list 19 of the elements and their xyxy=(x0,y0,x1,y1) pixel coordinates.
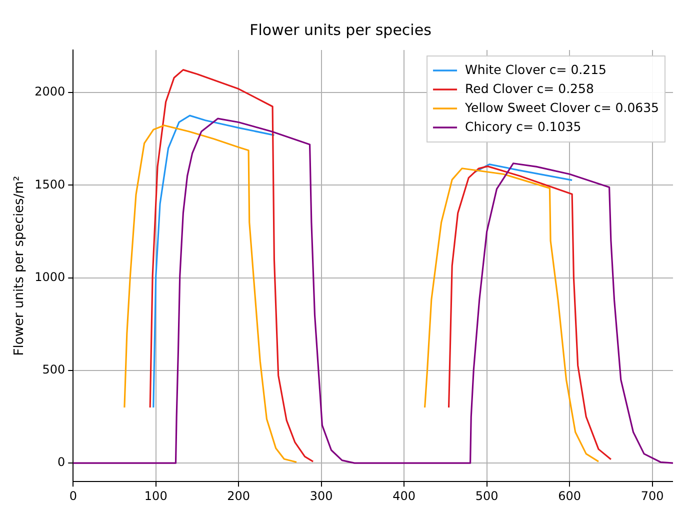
legend-label: Yellow Sweet Clover c= 0.0635 xyxy=(464,100,660,115)
x-tick-label: 300 xyxy=(310,488,333,503)
y-axis-title: Flower units per species/m² xyxy=(12,176,28,356)
x-tick-label: 0 xyxy=(69,488,77,503)
x-tick-label: 500 xyxy=(475,488,498,503)
y-tick-label: 1500 xyxy=(34,177,66,192)
y-tick-label: 2000 xyxy=(34,84,66,99)
x-tick-label: 400 xyxy=(392,488,416,503)
legend-label: White Clover c= 0.215 xyxy=(465,62,607,77)
x-tick-label: 200 xyxy=(227,488,250,503)
x-tick-label: 600 xyxy=(558,488,582,503)
x-tick-label: 700 xyxy=(640,488,664,503)
y-tick-label: 0 xyxy=(58,455,66,470)
y-tick-label: 500 xyxy=(42,362,66,377)
chart-title: Flower units per species xyxy=(250,20,432,39)
legend-label: Chicory c= 0.1035 xyxy=(465,118,582,134)
y-tick-label: 1000 xyxy=(34,270,66,284)
x-tick-label: 100 xyxy=(144,488,168,503)
legend-label: Red Clover c= 0.258 xyxy=(465,80,594,96)
